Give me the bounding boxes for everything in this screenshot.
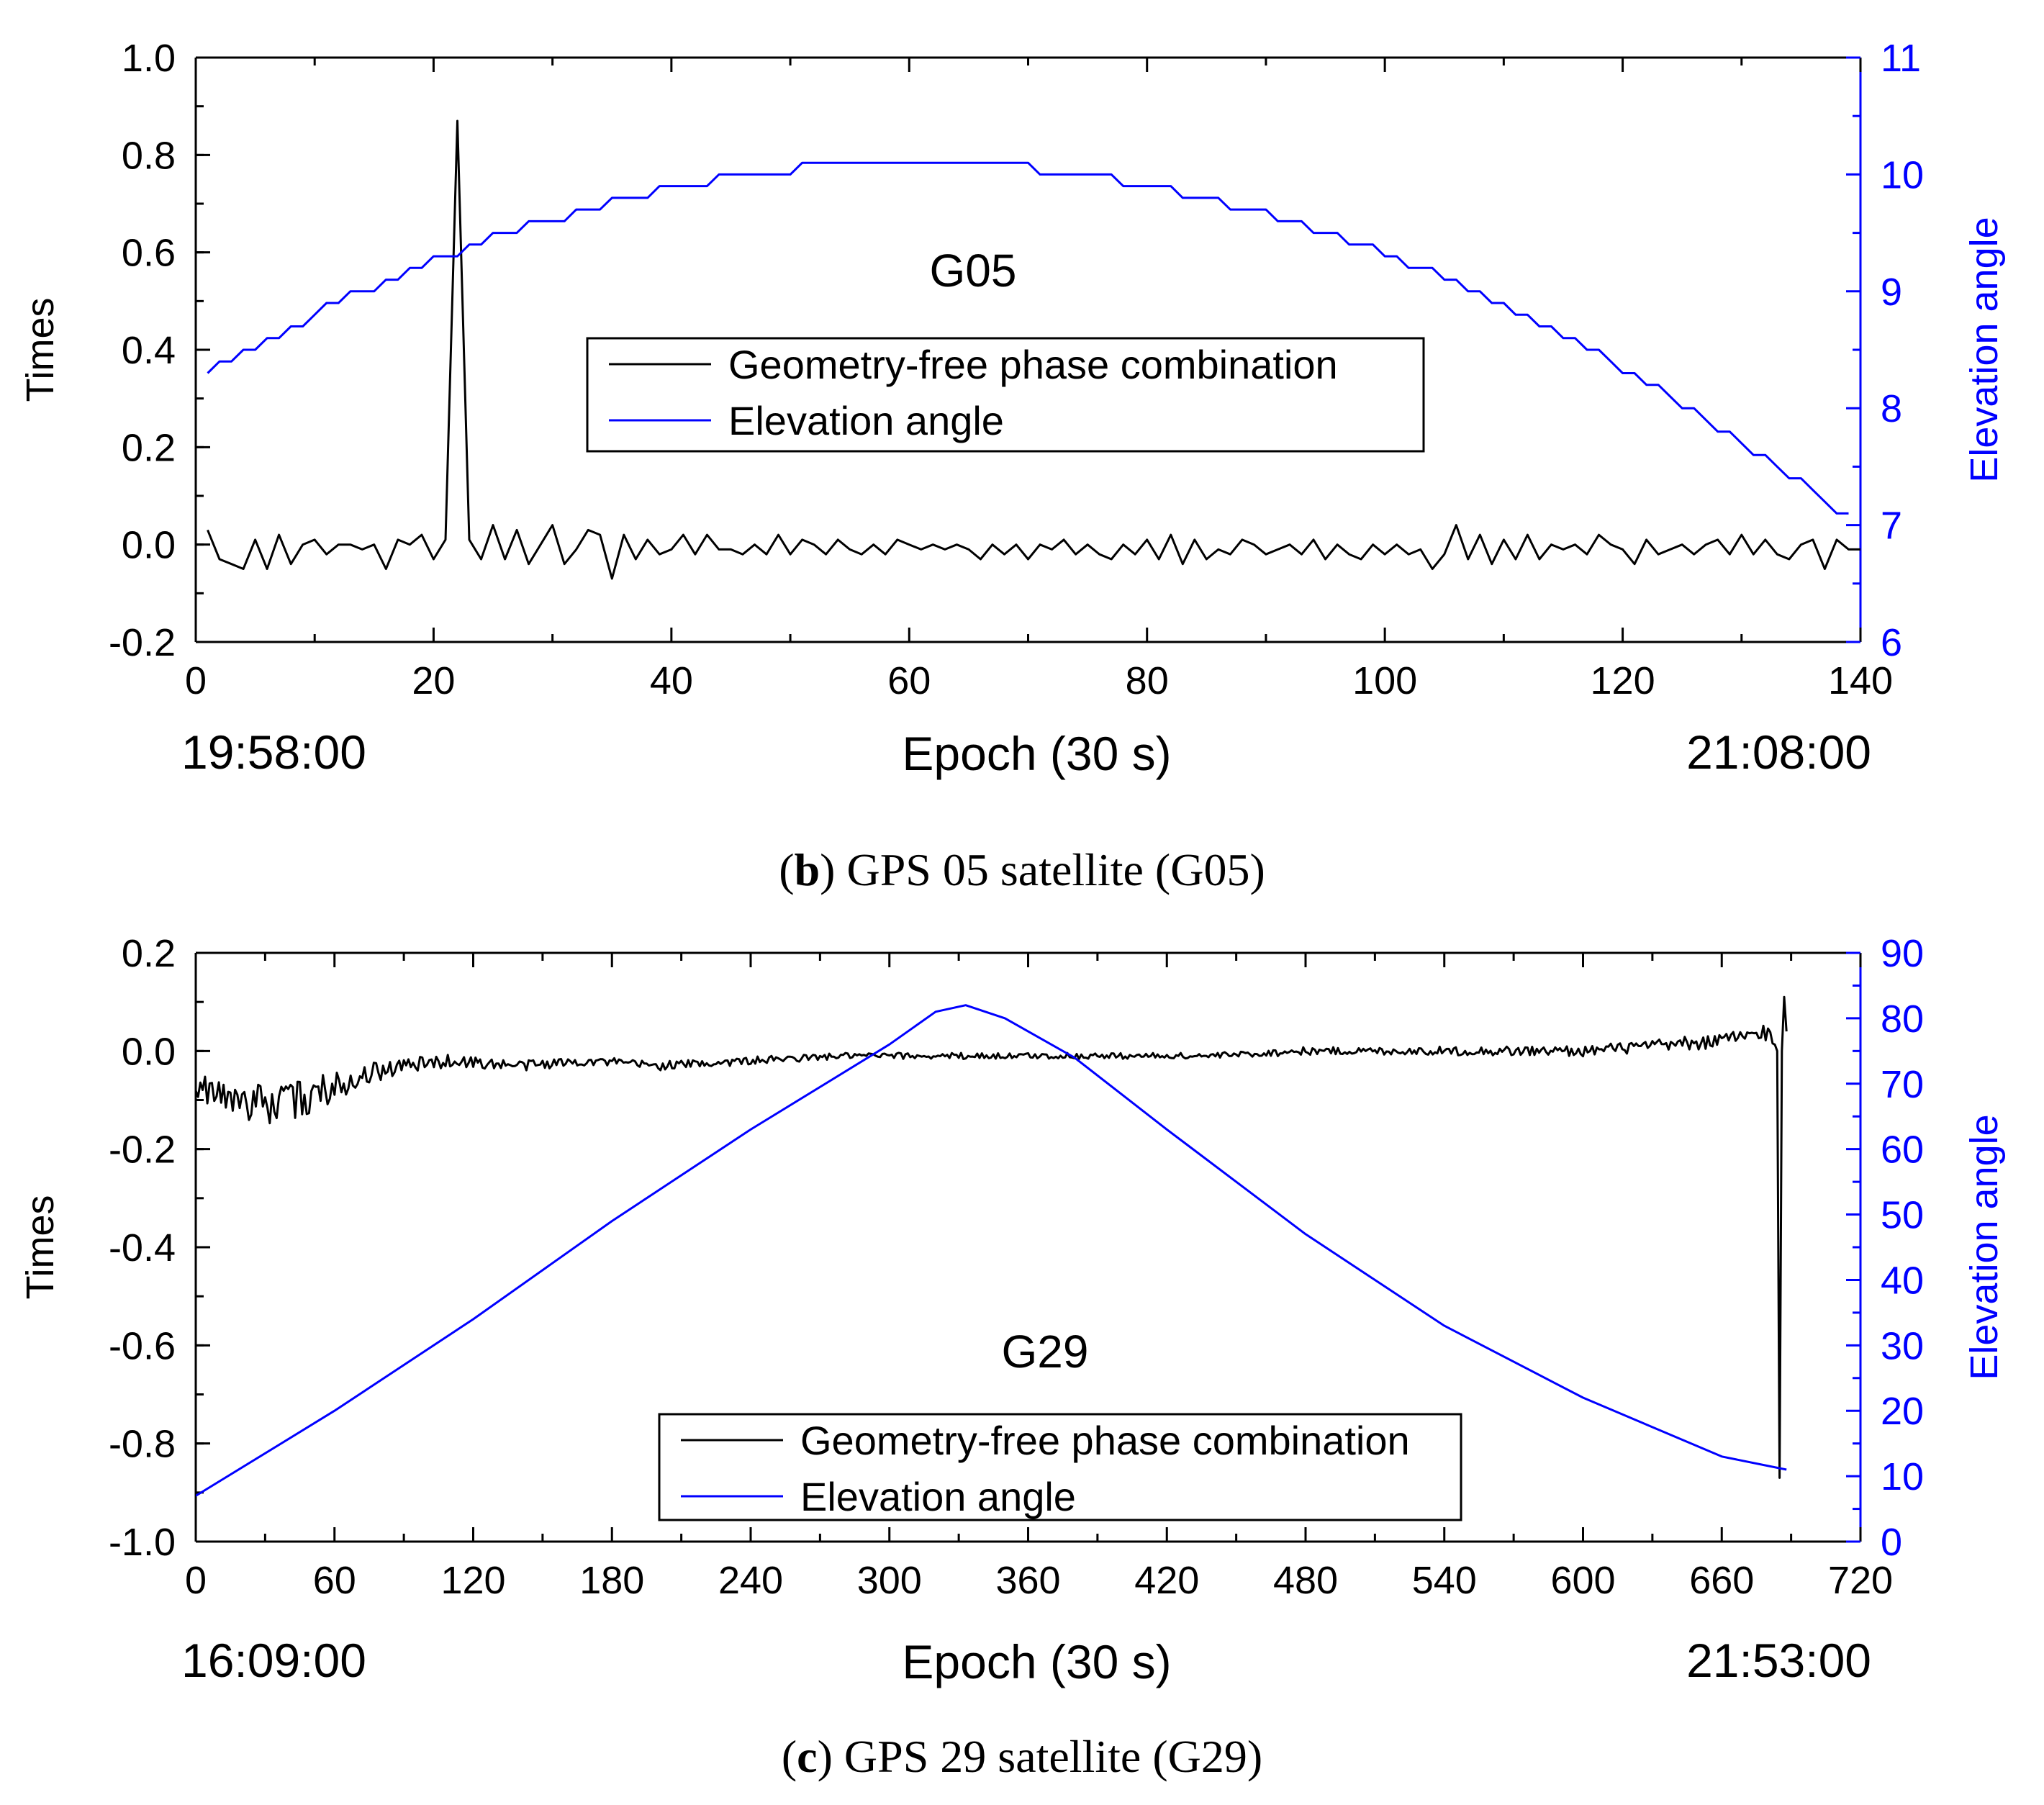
x-tick-label: 360	[995, 1559, 1060, 1602]
x-tick-label: 660	[1689, 1559, 1754, 1602]
x-axis-title: Epoch (30 s)	[902, 727, 1171, 780]
x-tick-label: 60	[887, 659, 931, 702]
y2-axis-title: Elevation angle	[1963, 217, 2006, 482]
legend-box	[586, 337, 1425, 453]
y2-tick-label: 10	[1881, 1455, 1924, 1498]
y-tick-label: 0.4	[122, 329, 176, 372]
legend-label: Elevation angle	[800, 1474, 1076, 1519]
x-tick-label: 720	[1828, 1559, 1893, 1602]
y2-tick-label: 90	[1881, 932, 1924, 975]
legend-box	[658, 1413, 1462, 1521]
x-axis-title: Epoch (30 s)	[902, 1635, 1171, 1688]
y2-tick-label: 9	[1881, 271, 1902, 314]
caption-paren-open: (	[779, 844, 794, 895]
y-tick-label: -0.6	[109, 1324, 176, 1367]
time-end-label: 21:08:00	[1686, 725, 1871, 779]
legend: Geometry-free phase combination Elevation…	[586, 337, 1425, 453]
caption-text: GPS 05 satellite (G05)	[835, 844, 1265, 895]
y-tick-label: 1.0	[122, 37, 176, 80]
y2-tick-label: 20	[1881, 1390, 1924, 1433]
y-tick-label: 0.2	[122, 426, 176, 469]
x-tick-label: 120	[1591, 659, 1655, 702]
satellite-annotation: G05	[930, 245, 1017, 297]
x-tick-label: 80	[1126, 659, 1169, 702]
y2-tick-label: 7	[1881, 505, 1902, 548]
y2-tick-label: 80	[1881, 998, 1924, 1041]
caption-paren-close: )	[820, 844, 835, 895]
y-tick-label: 0.0	[122, 1030, 176, 1073]
caption-letter: c	[797, 1731, 817, 1782]
chart-panel-c: 0 60 120 180 240 300 360 420 480 540 600 660 720-1.0…	[19, 932, 2006, 1782]
y2-tick-label: 6	[1881, 621, 1902, 664]
chart-panel-b: 0 20 40 60 80 100 120 140 -0.2 0.0 0.2 0.4 0.6 0.8 1.0…	[19, 37, 2006, 895]
x-tick-label: 540	[1412, 1559, 1477, 1602]
series-line-geometry-free	[207, 119, 1860, 580]
caption-paren-close: )	[818, 1731, 833, 1782]
x-tick-label: 0	[185, 659, 207, 702]
y-axis-title: Times	[19, 1195, 62, 1300]
x-tick-label: 100	[1352, 659, 1417, 702]
y-tick-label: 0.2	[122, 932, 176, 975]
y-tick-label: -0.8	[109, 1423, 176, 1466]
time-start-label: 16:09:00	[181, 1634, 366, 1687]
x-tick-label: 180	[579, 1559, 644, 1602]
y2-axis-title: Elevation angle	[1963, 1114, 2006, 1380]
x-tick-label: 0	[185, 1559, 207, 1602]
time-end-label: 21:53:00	[1686, 1634, 1871, 1687]
x-tick-label: 300	[857, 1559, 922, 1602]
time-start-label: 19:58:00	[181, 725, 366, 779]
caption-letter: b	[795, 844, 820, 895]
y-tick-label: -0.2	[109, 621, 176, 664]
x-tick-label: 120	[440, 1559, 505, 1602]
x-tick-label: 40	[650, 659, 693, 702]
y-tick-label: 0.0	[122, 524, 176, 567]
y-tick-label: -0.4	[109, 1226, 176, 1270]
y2-tick-label: 10	[1881, 153, 1924, 196]
x-tick-label: 20	[412, 659, 455, 702]
y-tick-label: -1.0	[109, 1521, 176, 1564]
y-tick-label: 0.8	[122, 134, 176, 177]
y2-tick-label: 8	[1881, 387, 1902, 430]
x-tick-label: 480	[1273, 1559, 1338, 1602]
y2-tick-label: 70	[1881, 1063, 1924, 1106]
series-line-elevation-angle	[207, 161, 1849, 515]
y2-tick-label: 30	[1881, 1324, 1924, 1367]
x-tick-label: 60	[313, 1559, 356, 1602]
y-tick-label: 0.6	[122, 232, 176, 275]
y2-tick-label: 60	[1881, 1128, 1924, 1172]
x-tick-label: 240	[718, 1559, 783, 1602]
series-line-elevation-angle	[196, 1004, 1787, 1497]
legend-label: Elevation angle	[728, 398, 1004, 443]
caption-text: GPS 29 satellite (G29)	[833, 1731, 1262, 1782]
x-tick-label: 600	[1550, 1559, 1615, 1602]
y-axis-title: Times	[19, 298, 62, 402]
caption-paren-open: (	[782, 1731, 797, 1782]
series-line-geometry-free	[196, 995, 1788, 1479]
y2-tick-label: 40	[1881, 1259, 1924, 1302]
x-tick-label: 420	[1134, 1559, 1199, 1602]
y-tick-label: -0.2	[109, 1128, 176, 1172]
legend-label: Geometry-free phase combination	[728, 342, 1338, 387]
satellite-annotation: G29	[1002, 1326, 1089, 1378]
y2-tick-label: 0	[1881, 1521, 1902, 1564]
legend: Geometry-free phase combination Elevation…	[658, 1413, 1462, 1521]
figure-caption: (b) GPS 05 satellite (G05)	[779, 844, 1265, 895]
y2-tick-label: 50	[1881, 1194, 1924, 1237]
figure-caption: (c) GPS 29 satellite (G29)	[782, 1731, 1262, 1782]
x-tick-label: 140	[1828, 659, 1893, 702]
y2-tick-label: 11	[1881, 37, 1921, 80]
legend-label: Geometry-free phase combination	[800, 1418, 1410, 1463]
